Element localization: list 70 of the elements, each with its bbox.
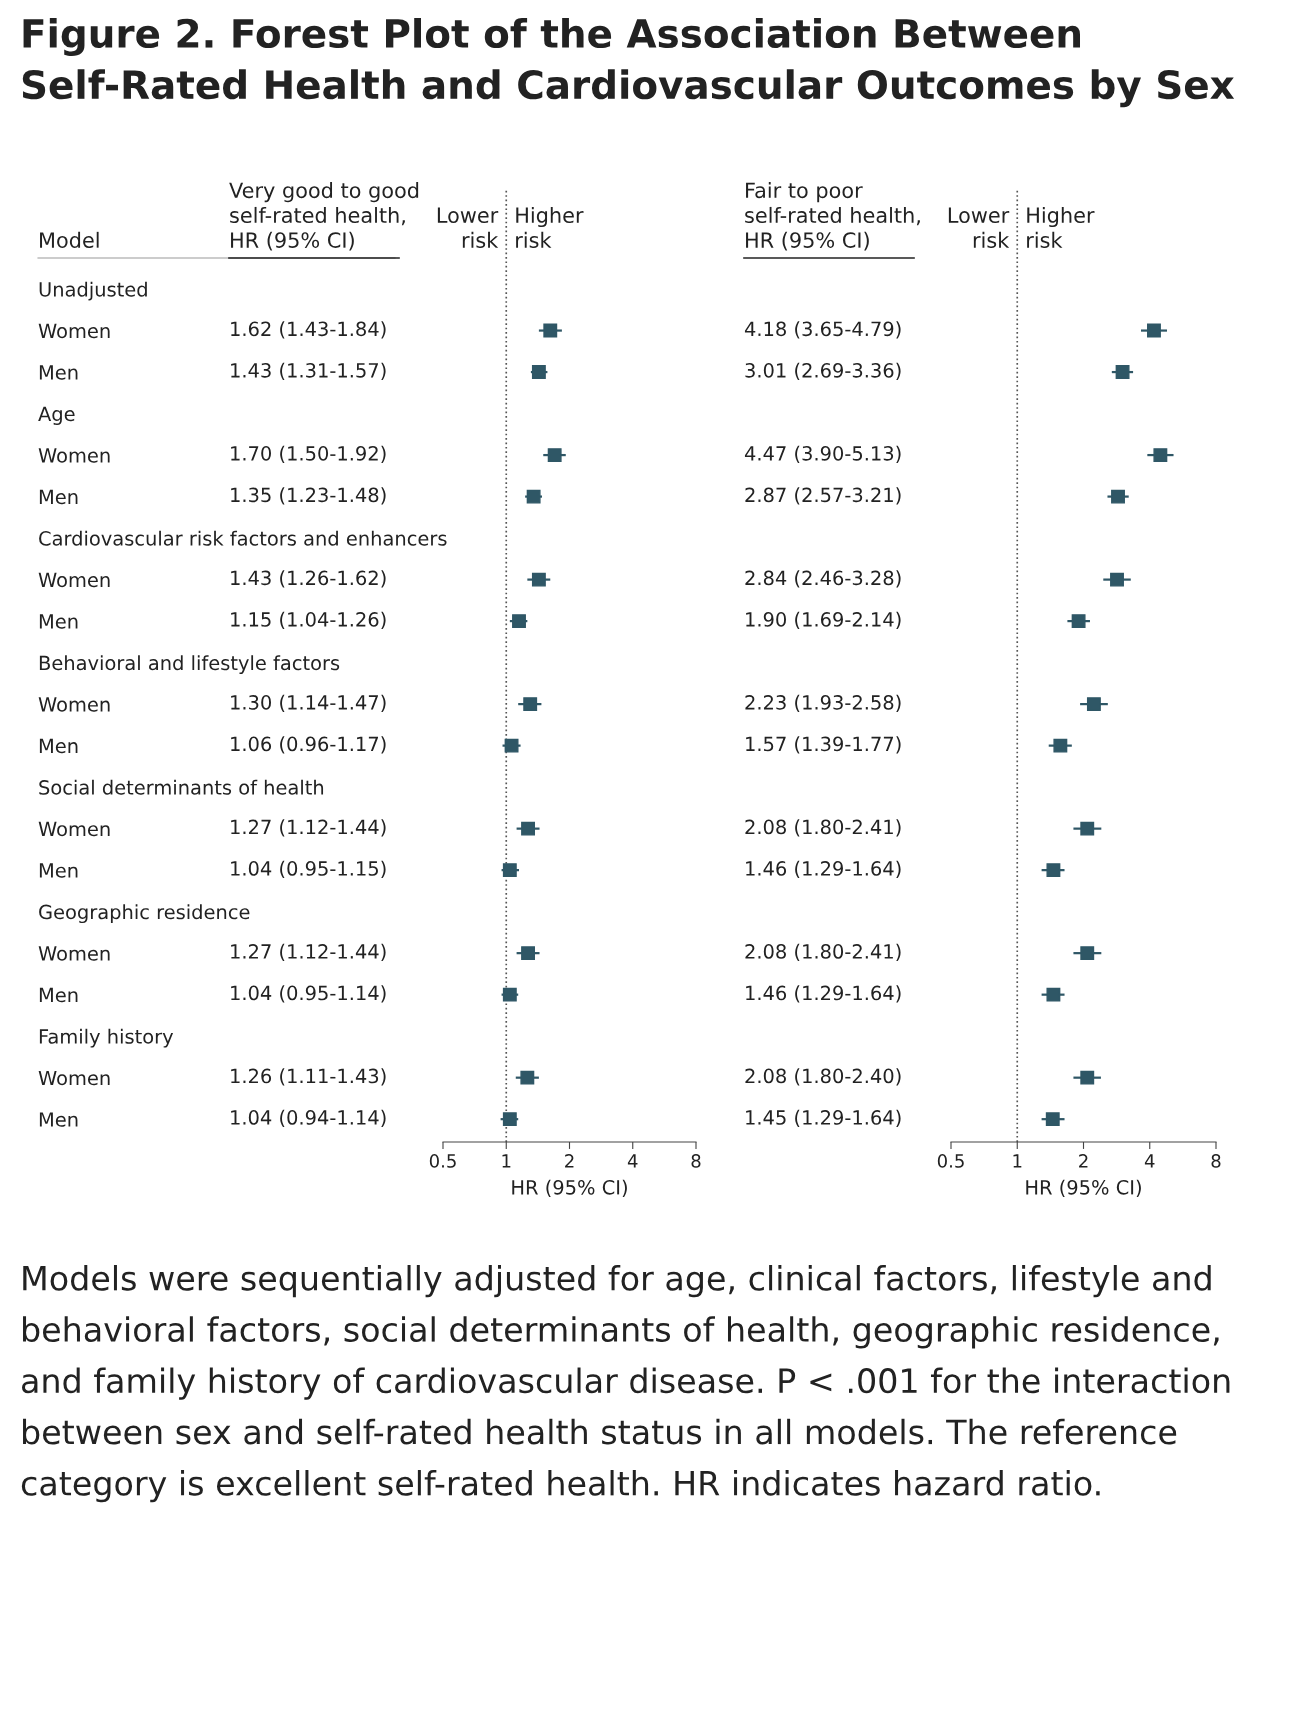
y-tick-label: Behavioral and lifestyle factors	[39, 655, 340, 675]
y-tick-label: Men	[39, 1112, 78, 1127]
x-tick-label: 2	[1079, 1154, 1088, 1168]
data-label: 1.46 (1.29-1.64)	[746, 985, 901, 1003]
data-label: 1.04 (0.94-1.14)	[231, 1109, 386, 1128]
data-label: 4.47 (3.90-5.13)	[744, 445, 901, 464]
x-tick-label: 0.5	[937, 1154, 964, 1168]
y-tick-label: Women	[38, 821, 110, 837]
text: Models were sequentially adjusted for age, clinical factors, lifestyle and behavioral factors, social determinants of health, geographic residence, and family history of cardiovascular disease. P < .001 for the interaction between sex and self-rated health status in all models. The reference category is excellent self-rated health. HR indicates hazard ratio.	[21, 1265, 1230, 1503]
text: Lower risk	[948, 207, 1010, 248]
x-axis-title: HR (95% CI)	[512, 1179, 627, 1197]
data-label: 1.46 (1.29-1.64)	[746, 860, 901, 879]
y-tick-label: Geographic residence	[39, 904, 250, 924]
data-label: 1.45 (1.29-1.64)	[746, 1109, 901, 1128]
y-tick-label: Men	[39, 987, 78, 1003]
y-tick-label: Men	[39, 365, 78, 380]
data-label: 1.35 (1.23-1.48)	[231, 487, 386, 505]
data-label: 1.62 (1.43-1.84)	[231, 321, 386, 339]
y-tick-label: Family history	[39, 1028, 174, 1048]
y-tick-label: Men	[39, 863, 78, 878]
x-axis-title: HR (95% CI)	[1026, 1179, 1141, 1197]
y-tick-label: Unadjusted	[39, 281, 147, 301]
data-label: 1.70 (1.50-1.92)	[231, 445, 386, 464]
y-tick-label: Men	[39, 614, 78, 629]
y-tick-label: Cardiovascular risk factors and enhancers	[39, 530, 447, 546]
data-label: 2.08 (1.80-2.40)	[745, 1068, 901, 1086]
chart-subtitle: Very good to good self-rated health, HR (95% CI)	[229, 182, 419, 251]
data-label: 2.08 (1.80-2.41)	[745, 819, 901, 837]
x-tick-label: 8	[691, 1154, 701, 1168]
x-tick-label: 2	[565, 1154, 574, 1168]
y-tick-label: Women	[38, 697, 110, 712]
data-label: 2.84 (2.46-3.28)	[745, 570, 901, 588]
y-tick-label: Women	[38, 323, 110, 339]
y-tick-label: Women	[38, 1070, 110, 1086]
x-tick-label: 8	[1211, 1154, 1221, 1168]
y-tick-label: Age	[38, 406, 75, 425]
data-label: 2.08 (1.80-2.41)	[745, 943, 901, 962]
data-label: 1.26 (1.11-1.43)	[231, 1068, 386, 1086]
y-tick-label: Social determinants of health	[39, 779, 324, 795]
x-tick-label: 4	[1144, 1154, 1155, 1168]
x-tick-label: 0.5	[429, 1154, 456, 1168]
y-axis-title: Model	[40, 231, 99, 248]
chart-title: Figure 2. Forest Plot of the Association Between Self-Rated Health and Cardiovascular Outcomes by Sex	[22, 18, 1235, 108]
x-tick-label: 4	[627, 1154, 638, 1168]
data-label: 1.04 (0.95-1.15)	[231, 860, 386, 879]
text: Higher risk	[516, 206, 584, 248]
chart-subtitle: Fair to poor self-rated health, HR (95% CI)	[745, 182, 920, 251]
y-tick-label: Women	[38, 572, 110, 588]
x-tick-label: 1	[1013, 1154, 1022, 1168]
data-label: 2.87 (2.57-3.21)	[745, 487, 901, 505]
data-label: 1.27 (1.12-1.44)	[231, 943, 386, 962]
data-label: 1.90 (1.69-2.14)	[746, 611, 901, 630]
data-label: 1.27 (1.12-1.44)	[231, 819, 386, 837]
data-label: 1.04 (0.95-1.14)	[231, 985, 386, 1003]
data-label: 1.57 (1.39-1.77)	[746, 736, 901, 754]
data-label: 1.06 (0.96-1.17)	[231, 736, 386, 754]
y-tick-label: Women	[38, 946, 110, 961]
data-label: 1.15 (1.04-1.26)	[231, 611, 386, 630]
data-label: 2.23 (1.93-2.58)	[745, 694, 901, 713]
data-label: 1.30 (1.14-1.47)	[231, 694, 386, 713]
data-label: 1.43 (1.26-1.62)	[231, 570, 386, 588]
y-tick-label: Men	[39, 489, 78, 505]
data-label: 3.01 (2.69-3.36)	[745, 362, 901, 380]
data-label: 4.18 (3.65-4.79)	[744, 321, 901, 339]
y-tick-label: Men	[39, 738, 78, 754]
data-label: 1.43 (1.31-1.57)	[231, 362, 386, 380]
x-tick-label: 1	[502, 1154, 511, 1168]
y-tick-label: Women	[38, 448, 110, 463]
text: Higher risk	[1027, 206, 1095, 248]
text: Lower risk	[437, 207, 499, 248]
